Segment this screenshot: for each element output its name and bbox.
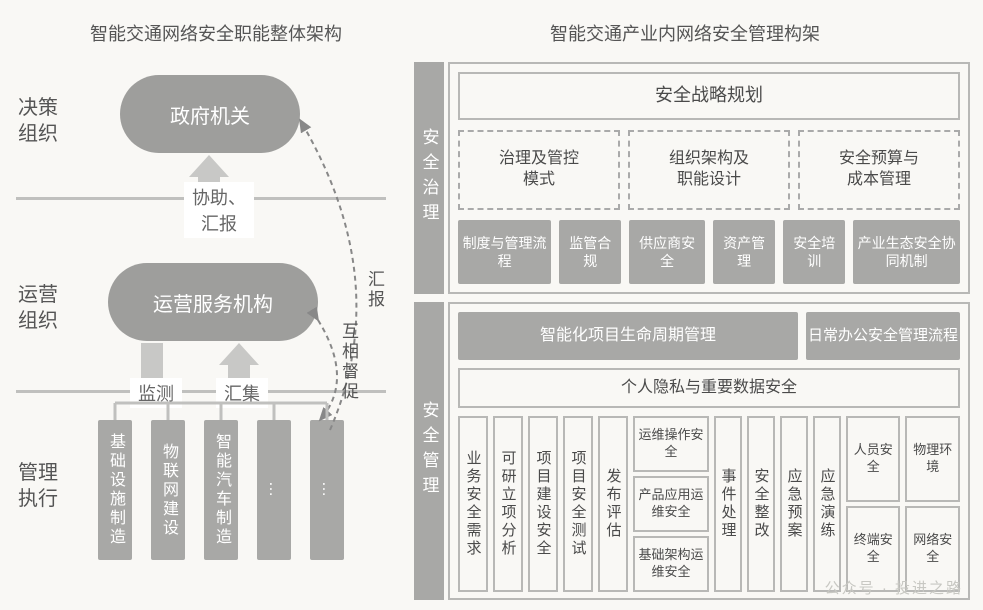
mgmt-row1-a: 智能化项目生命周期管理 — [458, 312, 798, 360]
mgmt-vcell: 事件处理 — [714, 416, 742, 592]
gov-solid-cell: 安全培训 — [783, 220, 845, 284]
mgmt-vcell: 应急预案 — [780, 416, 808, 592]
gov-solid-cell: 供应商安全 — [629, 220, 705, 284]
gov-solid-cell: 资产管理 — [713, 220, 775, 284]
gov-dashed-cell: 安全预算与 成本管理 — [798, 130, 960, 210]
vtab-gov: 安全治理 — [414, 62, 444, 294]
mgmt-vcell: 项目安全测试 — [563, 416, 593, 592]
level-execution: 管理 执行 — [18, 460, 62, 512]
mgmt-vcell: 业务安全需求 — [458, 416, 488, 592]
gov-solid-cell: 制度与管理流程 — [458, 220, 551, 284]
mgmt-vcell: 安全整改 — [747, 416, 775, 592]
mgmt-row1-b: 日常办公安全管理流程 — [806, 312, 960, 360]
node-gov: 政府机关 — [120, 75, 300, 153]
mgmt-row2: 个人隐私与重要数据安全 — [458, 368, 960, 408]
watermark: 公众号 · 投进之路 — [825, 577, 963, 598]
title-left: 智能交通网络安全职能整体架构 — [90, 20, 342, 46]
side-report: 汇报 — [362, 270, 387, 310]
level-decision: 决策 组织 — [18, 95, 62, 147]
mgmt-vcell: 应急演练 — [813, 416, 841, 592]
exec-box: 基础设施制造 — [98, 420, 132, 560]
mgmt-stack-cell: 产品应用运维安全 — [633, 476, 709, 532]
mgmt-stack-cell: 人员安全 — [846, 416, 901, 502]
mgmt-stack-cell: 基础架构运维安全 — [633, 536, 709, 592]
exec-box: … — [257, 420, 291, 560]
side-mutual: 互相督促 — [336, 322, 361, 402]
gov-top: 安全战略规划 — [458, 72, 960, 120]
label-assist: 协助、 汇报 — [184, 182, 254, 238]
vtab-mgmt: 安全管理 — [414, 302, 444, 600]
node-ops: 运营服务机构 — [108, 263, 318, 341]
mgmt-vcell: 发布评估 — [598, 416, 628, 592]
exec-box: 物联网建设 — [151, 420, 185, 560]
label-collect: 汇集 — [216, 378, 268, 408]
gov-dashed-cell: 治理及管控 模式 — [458, 130, 620, 210]
label-monitor: 监测 — [130, 378, 182, 408]
exec-box: … — [310, 420, 344, 560]
mgmt-vcell: 项目建设安全 — [528, 416, 558, 592]
mgmt-stack-cell: 运维操作安全 — [633, 416, 709, 472]
hr-2 — [16, 390, 386, 393]
gov-solid-cell: 监管合规 — [559, 220, 621, 284]
mgmt-vcell: 可研立项分析 — [493, 416, 523, 592]
gov-dashed-cell: 组织架构及 职能设计 — [628, 130, 790, 210]
gov-solid-cell: 产业生态安全协同机制 — [853, 220, 960, 284]
exec-box: 智能汽车制造 — [204, 420, 238, 560]
level-operation: 运营 组织 — [18, 282, 62, 334]
title-right: 智能交通产业内网络安全管理构架 — [550, 20, 820, 46]
mgmt-stack-cell: 物理环境 — [905, 416, 960, 502]
